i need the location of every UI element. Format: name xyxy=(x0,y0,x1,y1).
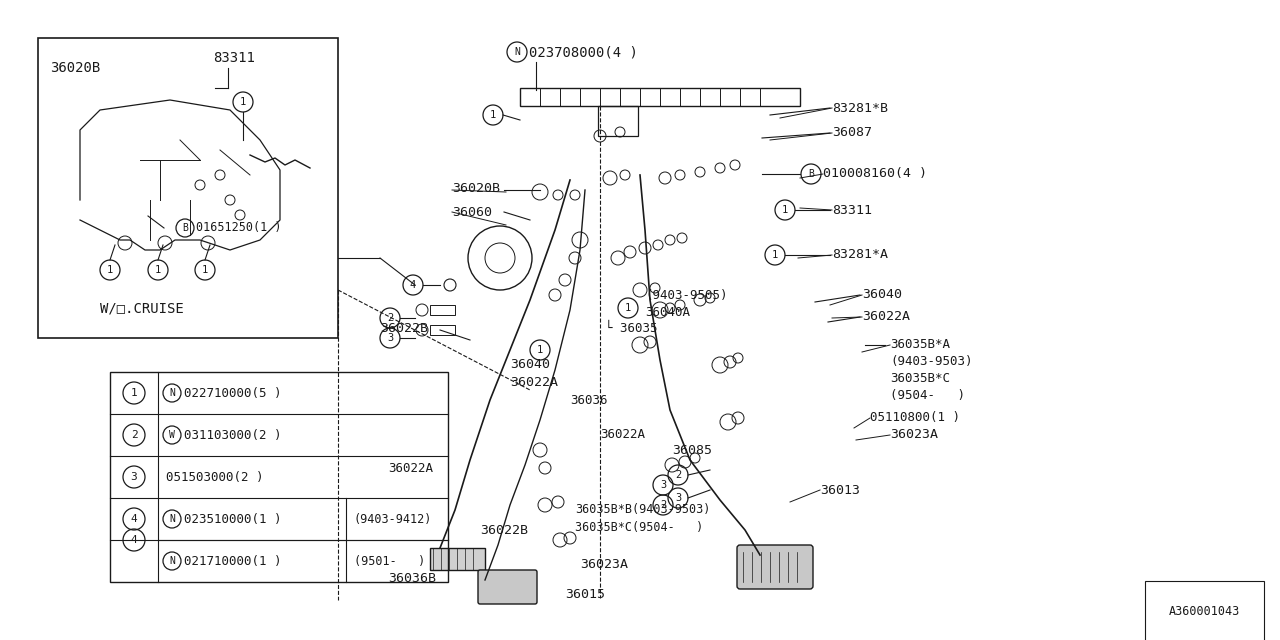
Text: N: N xyxy=(169,514,175,524)
Text: 36035B*B(9403-9503): 36035B*B(9403-9503) xyxy=(575,504,710,516)
Bar xyxy=(110,372,448,582)
Text: (9504-   ): (9504- ) xyxy=(890,388,965,401)
Bar xyxy=(520,88,800,106)
Text: 2: 2 xyxy=(660,500,666,510)
Text: 36040A: 36040A xyxy=(645,305,690,319)
Text: (9403-9412): (9403-9412) xyxy=(355,513,433,525)
Text: 1: 1 xyxy=(625,303,631,313)
Text: W: W xyxy=(169,430,175,440)
Text: B: B xyxy=(182,223,188,233)
Text: 36022B: 36022B xyxy=(380,321,428,335)
Text: 36022A: 36022A xyxy=(861,310,910,323)
Text: 83281*A: 83281*A xyxy=(832,248,888,262)
Bar xyxy=(430,548,485,570)
Text: 1: 1 xyxy=(239,97,246,107)
Text: 36020B: 36020B xyxy=(50,61,100,75)
Text: 1: 1 xyxy=(782,205,788,215)
Text: (9403-9503): (9403-9503) xyxy=(890,355,973,369)
Text: 4: 4 xyxy=(131,535,137,545)
Text: 4: 4 xyxy=(131,514,137,524)
Text: N: N xyxy=(169,388,175,398)
Text: 36023A: 36023A xyxy=(890,429,938,442)
Text: 023708000(4 ): 023708000(4 ) xyxy=(529,45,637,59)
Text: 36036B: 36036B xyxy=(388,572,436,584)
Text: 83311: 83311 xyxy=(832,204,872,216)
Text: 36085: 36085 xyxy=(672,444,712,456)
FancyBboxPatch shape xyxy=(737,545,813,589)
Bar xyxy=(430,325,454,335)
Text: 36022A: 36022A xyxy=(509,376,558,388)
Text: 36013: 36013 xyxy=(820,483,860,497)
Text: 031103000(2 ): 031103000(2 ) xyxy=(184,429,282,442)
Text: 36023A: 36023A xyxy=(580,559,628,572)
Text: 2: 2 xyxy=(131,430,137,440)
Text: 1: 1 xyxy=(155,265,161,275)
Bar xyxy=(38,38,338,338)
Text: 36040: 36040 xyxy=(509,358,550,371)
Text: 051503000(2 ): 051503000(2 ) xyxy=(166,470,264,483)
Text: 3: 3 xyxy=(131,472,137,482)
Text: 3: 3 xyxy=(660,480,666,490)
Text: 021710000(1 ): 021710000(1 ) xyxy=(184,554,282,568)
Text: 83311: 83311 xyxy=(212,51,255,65)
Bar xyxy=(430,305,454,315)
Text: 3: 3 xyxy=(675,493,681,503)
Text: 36022A: 36022A xyxy=(600,429,645,442)
FancyBboxPatch shape xyxy=(477,570,538,604)
Text: 023510000(1 ): 023510000(1 ) xyxy=(184,513,282,525)
Text: 36035B*A: 36035B*A xyxy=(890,339,950,351)
Text: 4: 4 xyxy=(410,280,416,290)
Text: 36087: 36087 xyxy=(832,127,872,140)
Text: 36020B: 36020B xyxy=(452,182,500,195)
Text: 36022A: 36022A xyxy=(388,461,433,474)
Text: 010008160(4 ): 010008160(4 ) xyxy=(823,168,927,180)
Text: 05110800(1 ): 05110800(1 ) xyxy=(870,412,960,424)
Text: 1: 1 xyxy=(202,265,209,275)
Text: 36015: 36015 xyxy=(564,589,605,602)
Text: 36035B*C: 36035B*C xyxy=(890,371,950,385)
Text: 83281*B: 83281*B xyxy=(832,102,888,115)
Bar xyxy=(598,106,637,136)
Text: 2: 2 xyxy=(675,470,681,480)
Text: 36022B: 36022B xyxy=(480,524,529,536)
Text: 1: 1 xyxy=(772,250,778,260)
Text: 1: 1 xyxy=(536,345,543,355)
Text: (9403-9505): (9403-9505) xyxy=(645,289,727,301)
Text: 36036: 36036 xyxy=(570,394,608,406)
Text: 36060: 36060 xyxy=(452,205,492,218)
Text: 01651250(1 ): 01651250(1 ) xyxy=(196,221,282,234)
Text: 36035B*C(9504-   ): 36035B*C(9504- ) xyxy=(575,520,703,534)
Text: └ 36035: └ 36035 xyxy=(605,321,658,335)
Text: 1: 1 xyxy=(490,110,497,120)
Text: (9501-   ): (9501- ) xyxy=(355,554,425,568)
Text: 022710000(5 ): 022710000(5 ) xyxy=(184,387,282,399)
Text: N: N xyxy=(169,556,175,566)
Text: 36040: 36040 xyxy=(861,289,902,301)
Text: 1: 1 xyxy=(131,388,137,398)
Text: 2: 2 xyxy=(387,313,393,323)
Text: A360001043: A360001043 xyxy=(1169,605,1240,618)
Text: N: N xyxy=(515,47,520,57)
Text: 1: 1 xyxy=(106,265,113,275)
Text: W/□.CRUISE: W/□.CRUISE xyxy=(100,301,184,315)
Text: 3: 3 xyxy=(387,333,393,343)
Text: B: B xyxy=(808,169,814,179)
